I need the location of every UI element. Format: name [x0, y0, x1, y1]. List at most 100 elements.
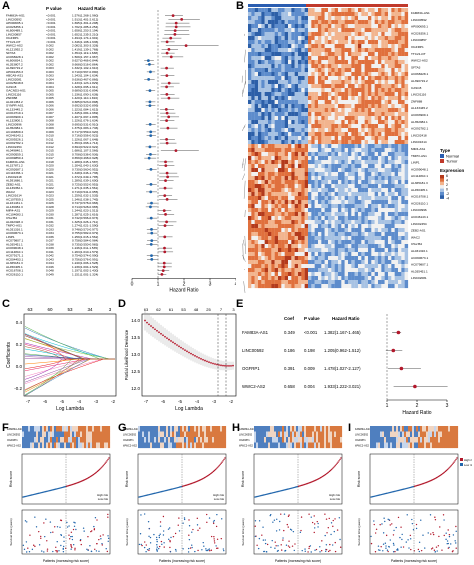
- heatmap-cell: [304, 192, 309, 197]
- heatmap-cell: [311, 164, 315, 169]
- heatmap-cell: [288, 44, 292, 49]
- heatmap-cell: [391, 64, 395, 69]
- heatmap-cell: [388, 8, 392, 13]
- heatmap-cell: [251, 184, 255, 189]
- risk-heatmap-cell: [186, 426, 189, 432]
- heatmap-cell: [364, 56, 369, 61]
- risk-heatmap-cell: [44, 442, 47, 449]
- heatmap-cell: [351, 144, 355, 149]
- heatmap-cell: [341, 40, 345, 45]
- risk-heatmap-cell: [148, 437, 151, 443]
- risk-heatmap-cell: [140, 442, 143, 449]
- heatmap-cell: [291, 196, 295, 201]
- heatmap-cell: [301, 40, 305, 45]
- heatmap-cell: [251, 228, 255, 233]
- heatmap-cell: [391, 80, 395, 85]
- lasso-d-y-tick: 13.0: [131, 352, 140, 357]
- heatmap-cell: [278, 240, 282, 245]
- risk-heatmap-cell: [66, 431, 69, 438]
- heatmap-cell: [391, 12, 395, 17]
- heatmap-cell: [248, 180, 252, 185]
- risk-survival-point: [156, 548, 158, 550]
- heatmap-cell: [328, 212, 332, 217]
- heatmap-cell: [378, 208, 382, 213]
- heatmap-cell: [314, 76, 319, 81]
- heatmap-cell: [391, 192, 395, 197]
- heatmap-cell: [314, 56, 319, 61]
- heatmap-cell: [374, 188, 379, 193]
- risk-heatmap-cell: [62, 437, 65, 443]
- heatmap-cell: [301, 72, 305, 77]
- heatmap-cell: [291, 232, 295, 237]
- heatmap-cell: [261, 32, 265, 37]
- risk-heatmap-cell: [54, 442, 57, 449]
- heatmap-cell: [374, 244, 379, 249]
- heatmap-cell: [381, 88, 385, 93]
- heatmap-cell: [301, 196, 305, 201]
- risk-score-point: [214, 469, 217, 471]
- heatmap-cell: [291, 72, 295, 77]
- forest-a-hr-text: 0.756(0.576-0.991): [72, 257, 98, 261]
- heatmap-cell: [254, 148, 259, 153]
- heatmap-cell: [384, 240, 389, 245]
- heatmap-cell: [308, 104, 312, 109]
- heatmap-cell: [348, 52, 352, 57]
- heatmap-cell: [384, 232, 389, 237]
- forest-a-pvalue: 0.005: [46, 96, 54, 100]
- forest-a-hr-text: 1.197(1.002-1.430): [72, 269, 98, 273]
- risk-heatmap-cell: [78, 431, 81, 438]
- heatmap-cell: [398, 124, 402, 129]
- risk-survival-point: [197, 529, 199, 532]
- heatmap-cell: [351, 136, 355, 141]
- risk-heatmap-cell: [280, 442, 283, 449]
- forest-a-pvalue: 0.006: [46, 100, 54, 104]
- heatmap-cell: [374, 148, 379, 153]
- risk-heatmap-cell: [108, 437, 111, 443]
- risk-heatmap-cell: [138, 431, 141, 438]
- heatmap-cell: [314, 84, 319, 89]
- heatmap-cell: [341, 248, 345, 253]
- heatmap-cell: [261, 188, 265, 193]
- heatmap-cell: [248, 40, 252, 45]
- risk-heatmap-cell: [194, 431, 197, 438]
- heatmap-cell: [298, 272, 302, 277]
- heatmap-dendrogram-line: [242, 254, 246, 262]
- heatmap-cell: [264, 8, 269, 13]
- heatmap-cell: [381, 8, 385, 13]
- heatmap-cell: [391, 88, 395, 93]
- heatmap-cell: [344, 128, 349, 133]
- forest-a-point: [162, 209, 166, 213]
- heatmap-cell: [304, 184, 309, 189]
- risk-heatmap-cell: [170, 431, 173, 438]
- forest-e-pvalue: 0.198: [304, 348, 315, 353]
- heatmap-cell: [314, 224, 319, 229]
- heatmap-cell: [394, 44, 399, 49]
- heatmap-cell: [358, 176, 362, 181]
- forest-a-hr-text: 0.710(0.567-0.890): [72, 70, 98, 74]
- risk-heatmap-cell: [274, 426, 277, 432]
- heatmap-cell: [271, 220, 275, 225]
- risk-survival-point: [209, 549, 211, 552]
- risk-heatmap-cell: [268, 426, 271, 432]
- heatmap-cell: [284, 24, 289, 29]
- heatmap-cell: [258, 96, 262, 101]
- heatmap-cell: [368, 104, 372, 109]
- forest-a-point: [165, 40, 169, 44]
- risk-survival-point: [187, 551, 190, 553]
- heatmap-cell: [348, 248, 352, 253]
- heatmap-cell: [341, 268, 345, 273]
- forest-a-gene-label: AC079171.1: [6, 254, 23, 258]
- risk-survival-point: [178, 517, 180, 519]
- heatmap-cell: [288, 176, 292, 181]
- heatmap-cell: [264, 136, 269, 141]
- heatmap-cell: [358, 8, 362, 13]
- heatmap-cell: [304, 12, 309, 17]
- risk-heatmap-cell: [302, 437, 305, 443]
- panel-label-b: B: [236, 0, 244, 12]
- heatmap-cell: [311, 152, 315, 157]
- heatmap-legend-gradient-step: [440, 188, 444, 193]
- risk-heatmap-cell: [108, 431, 111, 438]
- heatmap-row-label: SFTA3: [411, 65, 421, 69]
- heatmap-cell: [248, 220, 252, 225]
- heatmap-cell: [338, 144, 342, 149]
